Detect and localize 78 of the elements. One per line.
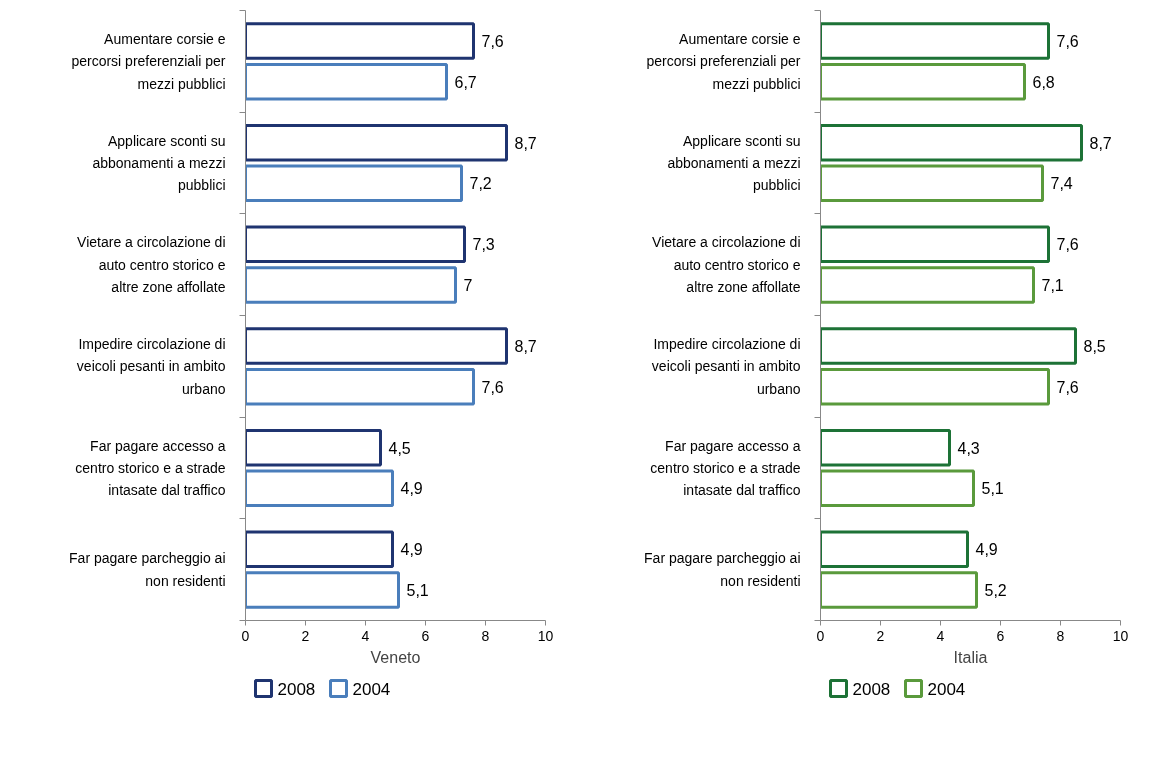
data-label: 7,6 (481, 33, 504, 50)
bar (820, 327, 1077, 365)
data-label: 6,7 (454, 73, 477, 91)
data-label: 7,3 (472, 236, 495, 254)
y-tick-label: Impedire circolazione di veicoli pesanti in ambito urbano (76, 335, 226, 397)
data-label: 7,1 (1041, 277, 1064, 294)
data-label: 7,6 (1056, 378, 1079, 396)
y-tick-label: Applicare sconti su abbonamenti a mezzi pubblici (92, 132, 226, 194)
data-label: 8,5 (1083, 338, 1106, 355)
data-label: 4,3 (957, 439, 980, 457)
x-tick-label: 4 (361, 627, 370, 644)
bar (820, 469, 975, 508)
bar (820, 571, 978, 609)
y-tick-label: Applicare sconti su abbonamenti a mezzi pubblici (667, 132, 801, 194)
bar (245, 530, 394, 569)
bar (820, 530, 969, 569)
bar (820, 266, 1035, 304)
y-tick-label: Far pagare parcheggio ai non residenti (69, 550, 226, 589)
y-tick-label: Far pagare parcheggio ai non residenti (644, 550, 801, 589)
legend-label: 2008 (852, 679, 891, 699)
data-label: 4,9 (400, 541, 423, 559)
x-axis-title: Veneto (370, 648, 421, 666)
x-tick-label: 10 (1112, 627, 1129, 644)
x-axis-title: Italia (953, 648, 988, 666)
y-tick-label: Vietare a circolazione di auto centro storico e altre zone affollate (77, 234, 226, 296)
x-tick-label: 4 (936, 627, 945, 644)
data-label: 7,6 (1056, 236, 1079, 254)
x-tick-label: 6 (421, 627, 430, 644)
data-label: 8,7 (514, 134, 537, 152)
bar (245, 225, 466, 264)
data-label: 4,9 (975, 541, 998, 559)
data-label: 7,2 (469, 175, 492, 193)
data-label: 5,2 (984, 582, 1007, 599)
bar (245, 123, 508, 162)
bar (820, 428, 951, 467)
x-tick-label: 0 (816, 627, 825, 644)
data-label: 4,9 (400, 480, 423, 498)
x-tick-label: 8 (1056, 627, 1065, 644)
y-tick-label: Impedire circolazione di veicoli pesanti in ambito urbano (651, 335, 801, 397)
x-tick-label: 8 (481, 627, 490, 644)
legend-label: 2004 (352, 679, 391, 699)
data-label: 7,6 (1056, 33, 1079, 50)
y-tick-label: Aumentare corsie e percorsi preferenziali per mezzi pubblici (646, 30, 801, 92)
y-tick-label: Far pagare accesso a centro storico e a strade intasate dal traffico (650, 437, 801, 499)
data-label: 6,8 (1032, 73, 1055, 91)
bar (245, 22, 475, 60)
bar (245, 428, 382, 467)
bar (820, 62, 1026, 101)
bar (245, 469, 394, 508)
data-label: 7,4 (1050, 175, 1073, 193)
data-label: 7,6 (481, 378, 504, 396)
x-tick-label: 0 (241, 627, 250, 644)
bar (245, 164, 463, 203)
x-tick-label: 2 (876, 627, 885, 644)
data-label: 8,7 (514, 338, 537, 355)
bar (820, 164, 1044, 203)
data-label: 4,5 (388, 439, 411, 457)
bar (245, 367, 475, 406)
bar (245, 571, 400, 609)
bar (245, 266, 457, 304)
data-label: 7 (463, 277, 473, 294)
legend-label: 2004 (927, 679, 966, 699)
x-tick-label: 10 (537, 627, 554, 644)
x-tick-label: 2 (301, 627, 310, 644)
bar (820, 225, 1050, 264)
y-tick-label: Vietare a circolazione di auto centro storico e altre zone affollate (652, 234, 801, 296)
bar (820, 22, 1050, 60)
bar (820, 367, 1050, 406)
x-tick-label: 6 (996, 627, 1005, 644)
bar (820, 123, 1083, 162)
data-label: 8,7 (1089, 134, 1112, 152)
data-label: 5,1 (981, 480, 1004, 498)
data-label: 5,1 (406, 582, 429, 599)
bar (245, 62, 448, 101)
legend-label: 2008 (277, 679, 316, 699)
bar (245, 327, 508, 365)
y-tick-label: Aumentare corsie e percorsi preferenziali per mezzi pubblici (71, 30, 226, 92)
y-tick-label: Far pagare accesso a centro storico e a strade intasate dal traffico (75, 437, 226, 499)
